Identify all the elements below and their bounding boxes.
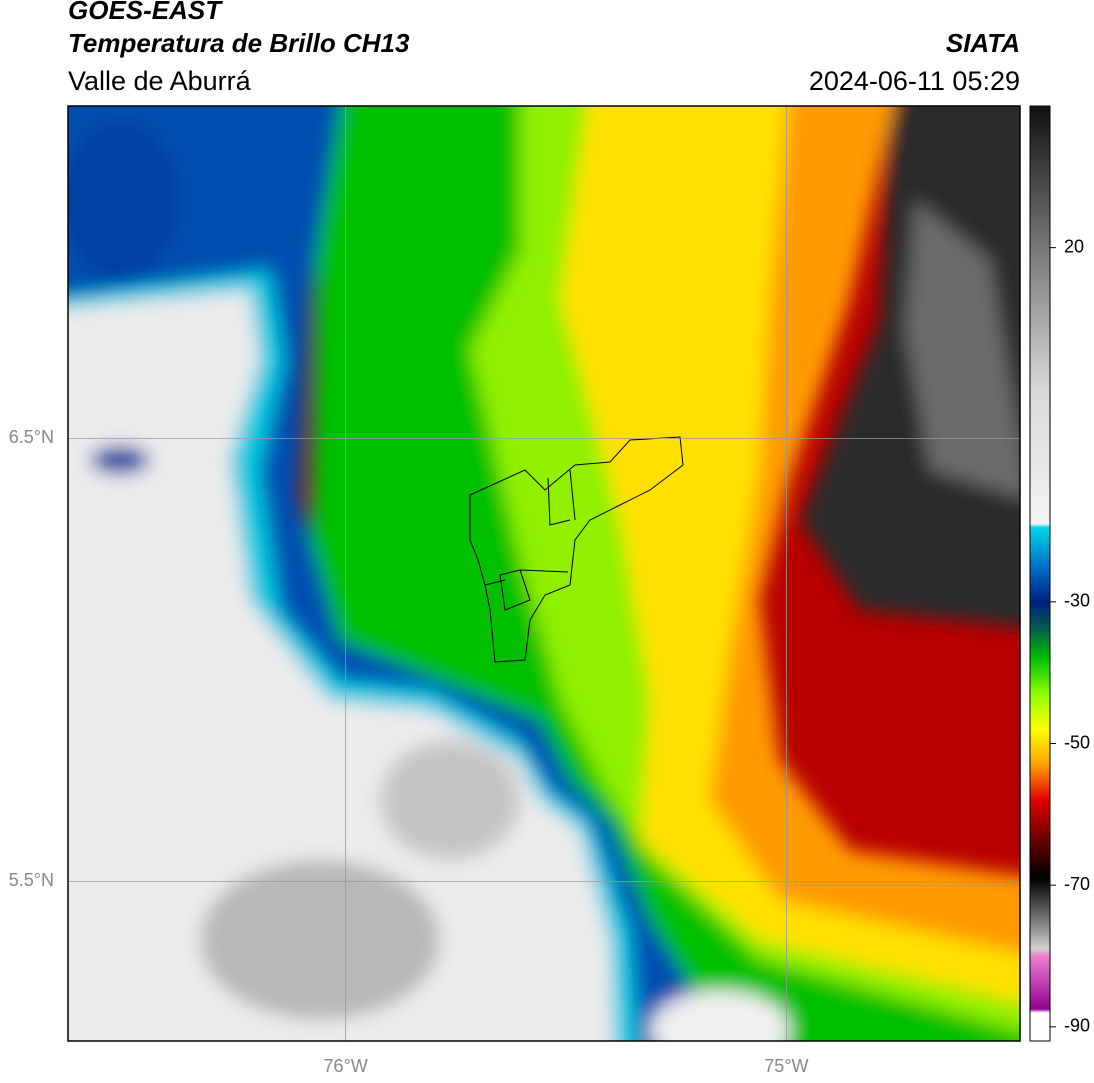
y-tick-label: 5.5°N bbox=[9, 870, 54, 890]
colorbar-tick-label: 20 bbox=[1064, 236, 1084, 256]
y-tick-label: 6.5°N bbox=[9, 427, 54, 447]
colorbar-tick-label: -50 bbox=[1064, 732, 1090, 752]
colorbar-tick-label: -90 bbox=[1064, 1016, 1090, 1036]
subtitle: Temperatura de Brillo CH13 bbox=[68, 28, 410, 58]
region: Valle de Aburrá bbox=[68, 66, 252, 96]
datetime: 2024-06-11 05:29 bbox=[809, 66, 1020, 96]
valley-outline bbox=[469, 436, 684, 663]
satellite-image bbox=[68, 106, 1020, 1041]
colorbar bbox=[1029, 105, 1051, 1042]
source: SIATA bbox=[946, 28, 1020, 58]
map-frame bbox=[67, 105, 1021, 1042]
title: GOES-EAST bbox=[68, 0, 223, 25]
x-tick-label: 75°W bbox=[764, 1056, 808, 1076]
x-tick-label: 76°W bbox=[324, 1056, 368, 1076]
colorbar-tick-label: -30 bbox=[1064, 591, 1090, 611]
colorbar-tick-label: -70 bbox=[1064, 874, 1090, 894]
